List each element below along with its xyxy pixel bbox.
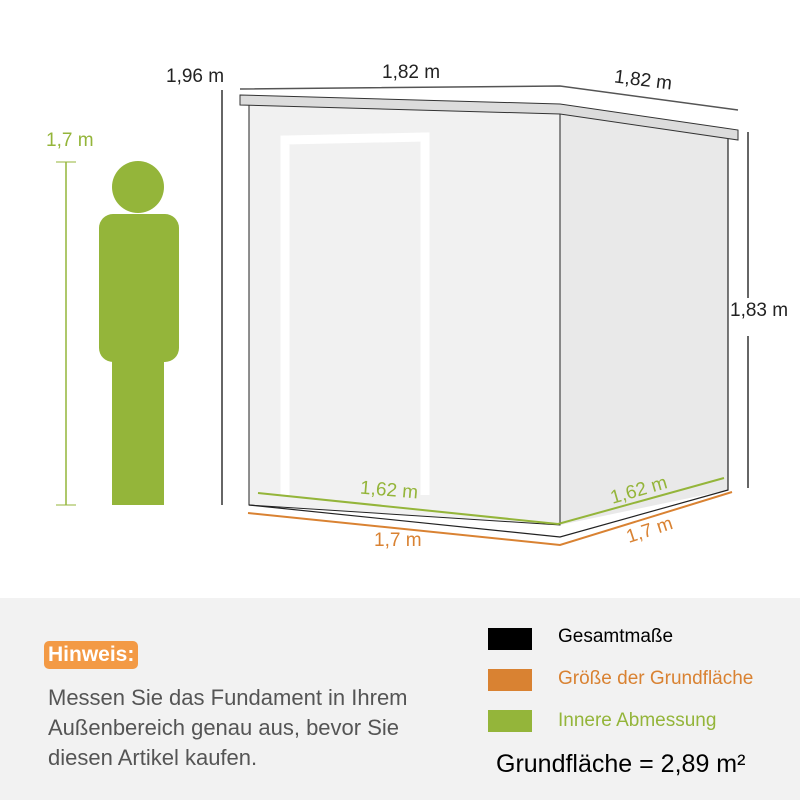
floor-area: Grundfläche = 2,89 m² [496,750,746,778]
legend-swatch-base [488,669,532,691]
shed-roof [239,94,739,141]
note-text: Messen Sie das Fundament in Ihrem Außenb… [48,685,408,770]
legend-label-inner: Innere Abmessung [558,710,717,731]
shed-diagram [56,85,749,547]
person-silhouette [99,161,179,505]
person-height-label: 1,7 m [46,130,94,151]
base-width-label: 1,7 m [374,530,422,551]
legend-swatch-overall [488,628,532,650]
shed-door [280,132,430,495]
wall-height-label: 1,83 m [730,300,789,321]
legend-label-base: Größe der Grundfläche [558,668,754,689]
note-badge: Hinweis: [44,641,139,669]
shed-front-face [248,103,561,526]
base-dimension-line [247,491,733,547]
shed-outline [248,138,729,538]
inner-dimension-line [257,477,725,526]
info-panel [0,598,800,800]
shed-right-face [560,108,728,525]
roof-width-label: 1,82 m [382,62,441,83]
legend-swatch-inner [488,710,532,732]
total-height-label: 1,96 m [166,66,225,87]
roof-dimension-line [239,85,739,111]
legend-label-overall: Gesamtmaße [558,626,674,647]
